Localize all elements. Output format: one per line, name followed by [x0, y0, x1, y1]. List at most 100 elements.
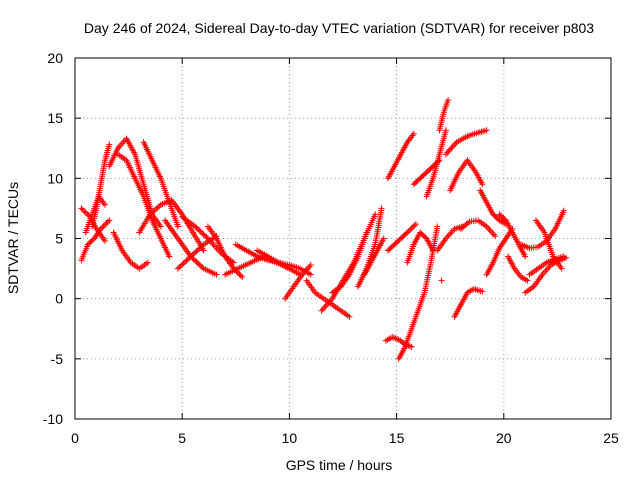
- data-point: [196, 245, 203, 252]
- data-point: [187, 253, 194, 260]
- data-point: [558, 265, 565, 272]
- data-point: [237, 272, 244, 279]
- data-point: [380, 235, 387, 242]
- data-point: [346, 313, 353, 320]
- x-tick-label: 5: [178, 430, 186, 446]
- data-point: [102, 237, 108, 244]
- data-point: [193, 248, 200, 255]
- data-point: [378, 205, 385, 212]
- data-point: [197, 244, 204, 251]
- data-point: [200, 247, 207, 254]
- series-evening-a: [385, 130, 417, 182]
- data-point: [202, 232, 209, 239]
- data-point: [239, 274, 246, 280]
- data-point: [192, 257, 199, 264]
- series-night-c: [483, 225, 516, 278]
- data-point: [184, 256, 191, 263]
- data-point: [196, 227, 203, 234]
- data-point: [560, 253, 567, 260]
- data-point: [81, 208, 88, 215]
- x-tick-label: 25: [603, 430, 619, 446]
- data-point: [82, 209, 89, 216]
- y-tick-label: 5: [55, 231, 63, 247]
- series-decline-2: [162, 217, 220, 278]
- series-peak-1: [106, 135, 164, 230]
- data-point: [102, 201, 108, 208]
- series-evening-c: [382, 334, 415, 350]
- data-point: [193, 258, 200, 265]
- data-points: [78, 97, 569, 362]
- chart-title: Day 246 of 2024, Sidereal Day-to-day VTE…: [84, 20, 594, 36]
- data-point: [434, 223, 441, 230]
- data-point: [442, 151, 449, 158]
- data-point: [363, 229, 370, 236]
- series-evening-e: [404, 229, 436, 266]
- data-point: [166, 253, 173, 260]
- data-point: [103, 220, 110, 227]
- data-point: [372, 211, 379, 218]
- series-peak-2: [114, 151, 173, 260]
- series-evening-b: [385, 221, 419, 254]
- series-evening-g: [423, 127, 449, 200]
- data-point: [199, 230, 206, 237]
- data-point: [479, 181, 486, 188]
- data-point: [307, 271, 314, 278]
- data-point: [408, 225, 415, 232]
- data-point: [102, 221, 108, 228]
- series-evening-j: [442, 127, 490, 158]
- data-point: [174, 265, 181, 272]
- series-night-a: [451, 286, 486, 320]
- series-evening-h: [436, 97, 452, 134]
- data-point: [411, 222, 418, 229]
- x-tick-label: 20: [496, 430, 512, 446]
- data-point: [189, 252, 196, 259]
- data-point: [182, 258, 189, 265]
- data-point: [412, 221, 419, 228]
- data-point: [100, 223, 107, 230]
- data-point: [479, 288, 486, 295]
- series-afternoon-5: [361, 235, 387, 278]
- data-point: [199, 264, 206, 271]
- data-point: [403, 230, 409, 237]
- series-evening-l: [457, 217, 499, 240]
- data-point: [153, 205, 160, 212]
- data-point: [197, 228, 204, 235]
- series-night-h: [533, 217, 565, 272]
- data-point: [106, 217, 113, 224]
- x-tick-label: 15: [389, 430, 405, 446]
- data-point: [99, 224, 106, 231]
- data-point: [522, 253, 529, 260]
- y-axis-label: SDTVAR / TECUs: [5, 182, 21, 294]
- series-outlier: [438, 277, 445, 284]
- data-point: [560, 207, 567, 214]
- data-point: [524, 277, 531, 284]
- data-point: [408, 343, 415, 350]
- data-point: [445, 148, 452, 155]
- data-point: [79, 206, 86, 213]
- data-point: [410, 223, 416, 230]
- data-point: [177, 262, 184, 269]
- axes: [74, 57, 612, 420]
- data-point: [192, 223, 199, 230]
- data-point: [144, 259, 151, 266]
- data-point: [186, 254, 193, 261]
- series-midday-3: [254, 247, 304, 278]
- series-night-d: [496, 211, 529, 260]
- data-point: [236, 271, 243, 278]
- data-point: [307, 262, 314, 268]
- data-point: [179, 261, 186, 268]
- data-point: [157, 223, 164, 230]
- grid: [75, 58, 611, 419]
- series-peak-3: [140, 139, 181, 230]
- x-tick-label: 10: [282, 430, 298, 446]
- series-midday-4: [282, 262, 314, 302]
- x-tick-label: 0: [71, 430, 79, 446]
- data-point: [492, 233, 499, 240]
- series-peak-4: [110, 229, 151, 272]
- y-tick-label: 15: [47, 110, 63, 126]
- data-point: [193, 224, 200, 231]
- series-night-i: [526, 253, 567, 278]
- data-point: [106, 141, 113, 148]
- data-point: [465, 219, 472, 226]
